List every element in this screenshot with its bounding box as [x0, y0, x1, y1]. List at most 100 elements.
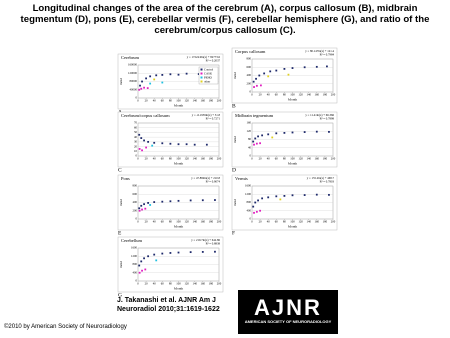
data-point: [259, 209, 261, 212]
data-point: [143, 139, 145, 142]
data-point: [141, 269, 143, 272]
y-tick-label: 160: [247, 121, 252, 125]
x-axis-label: Month: [288, 161, 298, 165]
x-axis-label: Month: [174, 224, 184, 228]
data-point: [275, 195, 278, 198]
x-tick-label: 40: [153, 220, 157, 224]
data-point: [177, 251, 180, 254]
data-point: [138, 264, 141, 267]
x-tick-label: 160: [201, 157, 206, 161]
data-point: [283, 68, 286, 70]
x-tick-label: 40: [153, 157, 157, 161]
data-point: [177, 73, 180, 76]
data-point: [287, 73, 290, 76]
y-axis-label: mm2: [119, 199, 123, 206]
data-point: [143, 203, 145, 206]
data-point: [315, 65, 318, 68]
legend-label: Control: [204, 67, 213, 71]
y-axis-label: mm2: [233, 199, 237, 206]
x-tick-label: 180: [323, 220, 328, 224]
data-point: [144, 207, 147, 210]
y-tick-label: 1600: [131, 246, 138, 250]
data-point: [140, 260, 143, 263]
y-tick-label: 30: [134, 140, 138, 144]
y-tick-label: 400: [247, 73, 252, 77]
x-tick-label: 80: [169, 282, 173, 286]
data-point: [257, 135, 259, 138]
data-point: [143, 257, 145, 260]
data-point: [254, 201, 257, 204]
data-point: [253, 143, 255, 146]
panel-title: Midbrain tegmentum: [235, 113, 274, 118]
x-tick-label: 0: [251, 93, 253, 97]
r-squared: R² = 0.2037: [206, 59, 221, 63]
x-tick-label: 200: [217, 99, 222, 103]
x-tick-label: 0: [137, 282, 139, 286]
legend-label: PEHO: [204, 75, 213, 79]
equation: y = -6.1959ln(x) + 51.8: [192, 113, 221, 117]
data-point: [189, 251, 192, 254]
data-point: [291, 67, 294, 69]
copyright: ©2010 by American Society of Neuroradiol…: [4, 324, 127, 330]
equation: y = 11.41ln(x) + 66.366: [305, 113, 334, 117]
y-tick-label: 0: [250, 154, 252, 158]
data-point: [267, 196, 270, 199]
data-point: [315, 130, 318, 133]
y-tick-label: 800: [133, 184, 138, 188]
x-tick-label: 120: [298, 93, 303, 97]
data-point: [141, 208, 143, 211]
x-tick-label: 60: [275, 157, 279, 161]
y-tick-label: 0: [136, 96, 138, 100]
data-point: [328, 193, 330, 196]
data-point: [146, 87, 149, 89]
panel-letter: F: [232, 230, 235, 236]
panel-title: Cerebellum: [121, 238, 142, 243]
y-tick-label: 1200: [245, 192, 252, 196]
x-tick-label: 140: [192, 99, 197, 103]
data-point: [255, 77, 257, 80]
data-point: [252, 80, 255, 83]
x-tick-label: 40: [267, 93, 271, 97]
x-tick-label: 200: [217, 157, 222, 161]
x-tick-label: 180: [323, 93, 328, 97]
panel-letter: D: [232, 167, 236, 173]
x-tick-label: 100: [176, 220, 181, 224]
data-point: [153, 78, 156, 81]
y-tick-label: 0: [136, 154, 138, 158]
y-tick-label: 800: [247, 57, 252, 61]
x-tick-label: 20: [145, 220, 149, 224]
y-tick-label: 120: [247, 129, 252, 133]
equation: y = 80.147ln(x) + 121.4: [305, 49, 334, 53]
data-point: [145, 146, 147, 149]
x-tick-label: 0: [137, 99, 139, 103]
r-squared: R² = 0.7898: [320, 117, 335, 121]
x-tick-label: 200: [331, 220, 336, 224]
data-point: [269, 70, 272, 73]
x-tick-label: 60: [161, 157, 165, 161]
panel-letter: C: [118, 167, 122, 173]
citation: J. Takanashi et al. AJNR Am J Neuroradio…: [117, 297, 220, 313]
data-point: [258, 74, 261, 77]
y-tick-label: 600: [133, 192, 138, 196]
slide-title: Longitudinal changes of the area of the …: [20, 3, 430, 36]
x-tick-label: 20: [145, 99, 149, 103]
data-point: [169, 200, 172, 203]
y-tick-label: 40: [248, 145, 252, 149]
data-point: [257, 199, 259, 202]
x-tick-label: 140: [192, 220, 197, 224]
logo-name: AJNR: [254, 295, 322, 320]
data-point: [153, 253, 156, 256]
y-tick-label: 0: [250, 90, 252, 94]
data-point: [214, 199, 216, 201]
data-point: [161, 200, 164, 203]
y-tick-label: 1600: [245, 184, 252, 188]
legend-box: [198, 66, 219, 85]
data-point: [252, 140, 255, 143]
x-tick-label: 200: [331, 157, 336, 161]
data-point: [155, 74, 158, 77]
data-point: [267, 75, 270, 78]
